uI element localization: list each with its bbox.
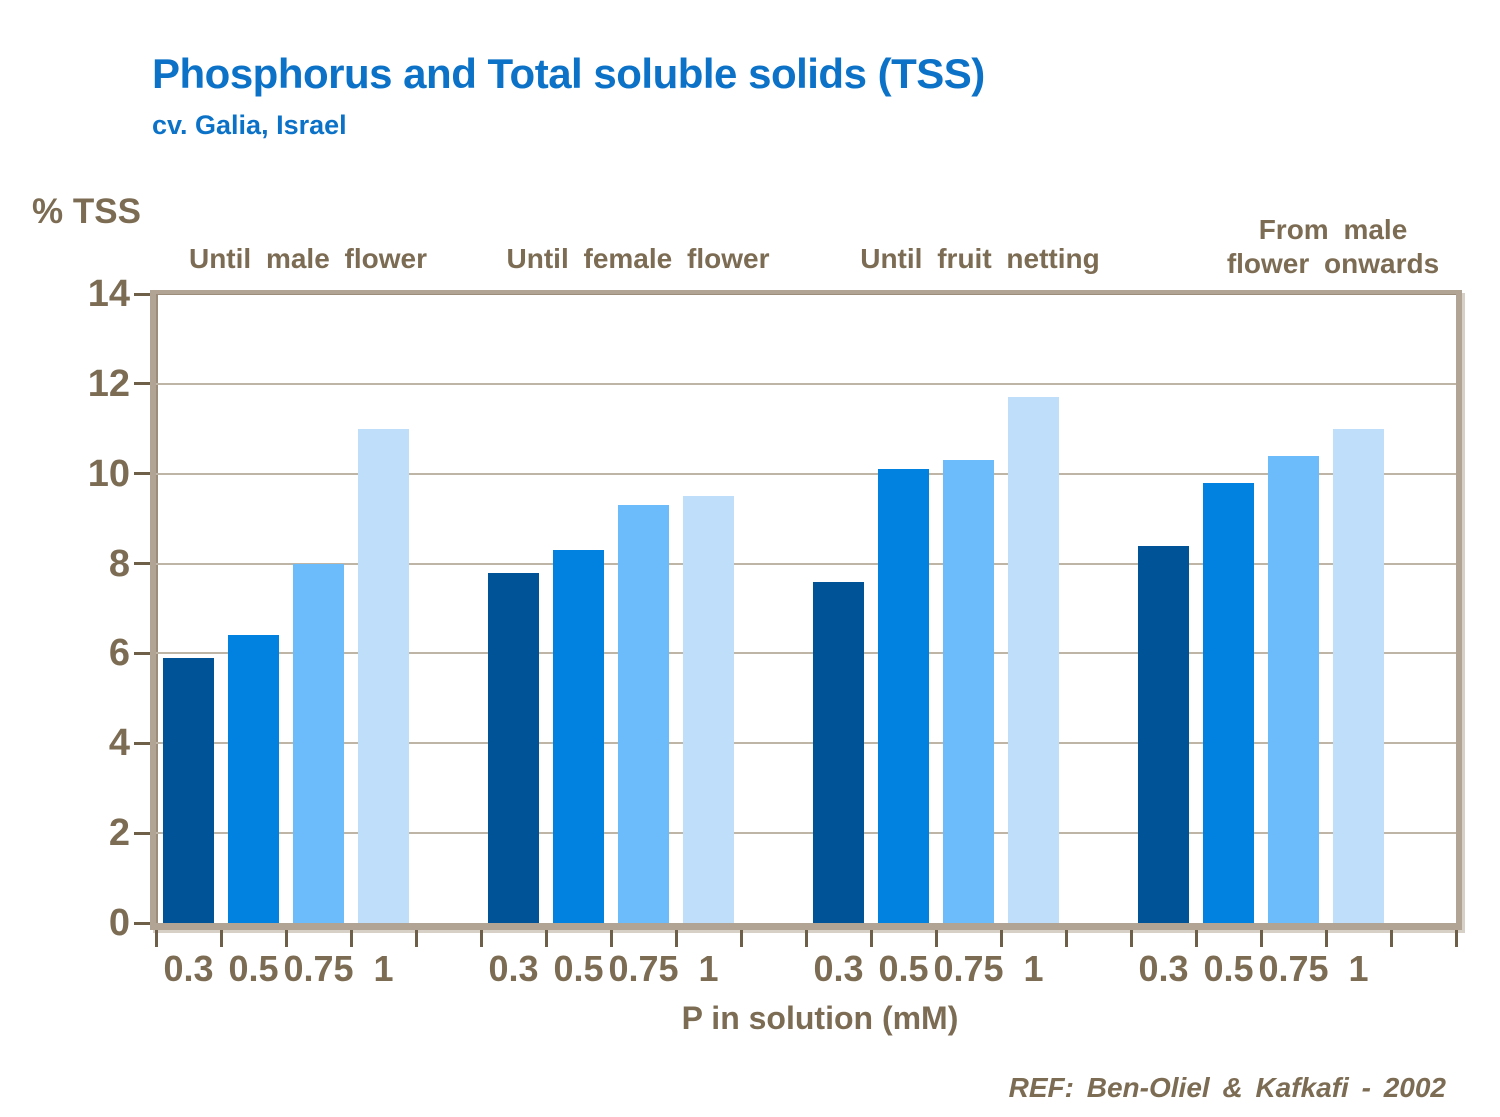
x-tick-label: 0.5	[1203, 948, 1254, 989]
bar-1-group1	[358, 428, 409, 923]
bar-1-group3	[1008, 397, 1059, 923]
y-tick-label: 12	[87, 362, 130, 405]
x-tick-mark	[1259, 930, 1263, 947]
gridline	[156, 562, 1456, 565]
x-tick-label: 0.5	[228, 948, 279, 989]
y-tick-mark	[134, 741, 150, 745]
y-tick-mark	[134, 921, 150, 925]
bar-0.3-group1	[163, 657, 214, 923]
group-label-from-male-flower-onwards: From male flower onwards	[1226, 214, 1440, 279]
gridline	[156, 382, 1456, 385]
bar-0.3-group4	[1138, 545, 1189, 923]
x-tick-mark	[999, 930, 1003, 947]
x-tick-label: 0.5	[878, 948, 929, 989]
x-tick-mark	[934, 930, 938, 947]
x-tick-label: 0.75	[283, 948, 354, 989]
x-tick-mark	[1194, 930, 1198, 947]
x-tick-label: 1	[373, 948, 394, 989]
x-tick-mark	[1064, 930, 1068, 947]
x-tick-label: 0.5	[553, 948, 604, 989]
y-tick-mark	[134, 831, 150, 835]
bar-0.3-group2	[488, 572, 539, 923]
y-tick-label: 8	[108, 542, 130, 585]
x-tick-mark	[869, 930, 873, 947]
x-tick-mark	[154, 930, 158, 947]
x-tick-label: 1	[698, 948, 719, 989]
y-axis-title: % TSS	[32, 192, 141, 231]
x-tick-mark	[479, 930, 483, 947]
x-tick-mark	[1389, 930, 1393, 947]
x-tick-mark	[544, 930, 548, 947]
bar-0.5-group4	[1203, 482, 1254, 923]
x-tick-label: 0.3	[163, 948, 214, 989]
y-tick-mark	[134, 562, 150, 566]
x-tick-label: 1	[1348, 948, 1369, 989]
bar-0.5-group2	[553, 550, 604, 923]
x-tick-mark	[674, 930, 678, 947]
x-tick-label: 0.3	[1138, 948, 1189, 989]
y-tick-label: 4	[108, 722, 130, 765]
reference-note: REF: Ben-Oliel & Kafkafi - 2002	[1008, 1072, 1446, 1103]
x-tick-label: 0.75	[933, 948, 1004, 989]
x-tick-label: 1	[1023, 948, 1044, 989]
x-tick-label: 0.75	[608, 948, 679, 989]
gridline	[156, 652, 1456, 655]
gridline	[156, 472, 1456, 475]
y-tick-mark	[134, 382, 150, 386]
x-tick-mark	[414, 930, 418, 947]
y-tick-mark	[134, 651, 150, 655]
x-tick-mark	[349, 930, 353, 947]
bar-0.75-group1	[293, 563, 344, 923]
bar-0.5-group3	[878, 469, 929, 923]
x-tick-label: 0.3	[813, 948, 864, 989]
x-tick-mark	[284, 930, 288, 947]
y-tick-label: 14	[87, 273, 130, 315]
bar-0.5-group1	[228, 635, 279, 923]
bar-0.75-group2	[618, 505, 669, 923]
x-tick-mark	[219, 930, 223, 947]
bar-1-group4	[1333, 428, 1384, 923]
gridline	[156, 742, 1456, 745]
chart-subtitle: cv. Galia, Israel	[152, 110, 347, 140]
x-axis-title: P in solution (mM)	[681, 1000, 959, 1036]
gridline	[156, 832, 1456, 835]
x-tick-mark	[1129, 930, 1133, 947]
bar-0.75-group3	[943, 460, 994, 923]
group-label-until-female-flower: Until female flower	[506, 243, 770, 274]
x-tick-label: 0.3	[488, 948, 539, 989]
bar-0.3-group3	[813, 581, 864, 923]
x-tick-mark	[1454, 930, 1458, 947]
y-tick-label: 0	[108, 902, 130, 944]
bar-0.75-group4	[1268, 455, 1319, 923]
y-tick-label: 10	[87, 452, 130, 495]
group-label-until-male-flower: Until male flower	[188, 243, 428, 274]
y-tick-mark	[134, 472, 150, 476]
y-tick-mark	[134, 292, 150, 296]
x-tick-label: 0.75	[1258, 948, 1329, 989]
chart-title: Phosphorus and Total soluble solids (TSS…	[152, 50, 985, 97]
x-tick-mark	[804, 930, 808, 947]
x-tick-mark	[739, 930, 743, 947]
y-tick-label: 6	[108, 632, 130, 675]
y-tick-label: 2	[108, 812, 130, 855]
x-tick-mark	[1324, 930, 1328, 947]
x-tick-mark	[609, 930, 613, 947]
plot-area	[134, 290, 1462, 947]
bar-1-group2	[683, 496, 734, 923]
group-label-until-fruit-netting: Until fruit netting	[860, 243, 1100, 274]
